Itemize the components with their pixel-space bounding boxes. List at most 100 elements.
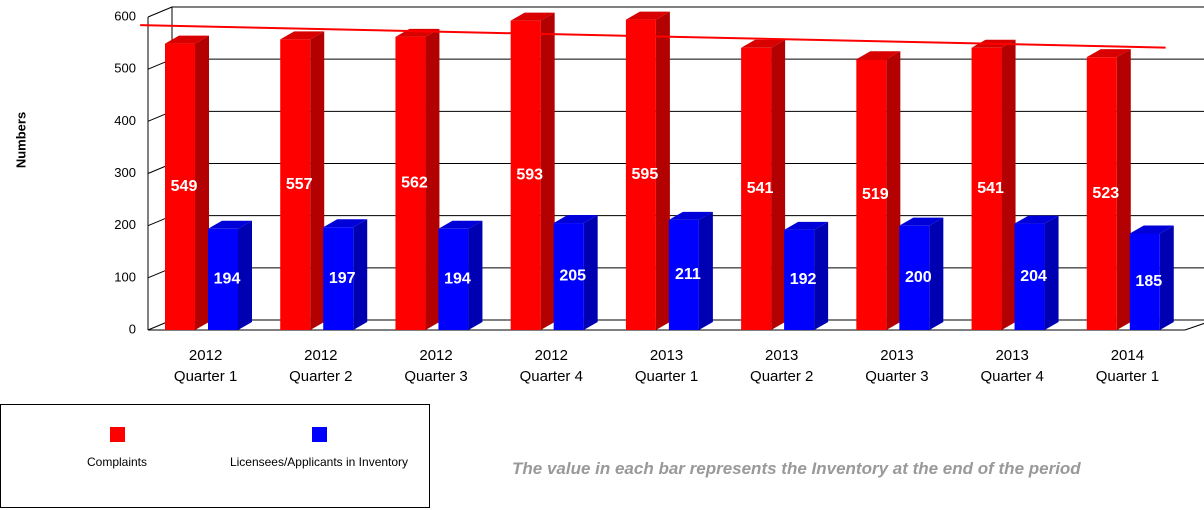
value-label: 192 [790,271,817,288]
bar-side [425,28,440,330]
bar [1014,223,1045,330]
value-label: 519 [862,186,889,203]
bar-side [1116,49,1131,330]
value-label: 211 [675,266,701,283]
value-label: 204 [1020,268,1047,285]
bar-side [1001,39,1016,331]
bar [856,59,887,330]
value-label: 185 [1135,273,1162,290]
y-tick-label: 100 [114,269,136,284]
bar [208,228,238,330]
bar-side [655,11,670,330]
value-label: 557 [286,176,313,193]
bar-side [698,211,713,330]
x-tick-label: 2013 Quarter 3 [865,347,928,385]
bar [784,229,815,330]
bar [625,19,656,330]
x-tick-label: 2012 Quarter 4 [520,347,583,385]
y-tick-label: 400 [114,113,136,128]
legend-swatch [109,427,125,442]
bar-side [929,217,944,330]
x-tick-label: 2012 Quarter 3 [404,347,467,385]
bar-top [438,220,483,229]
bar-top [625,11,670,20]
x-tick-label: 2014 Quarter 1 [1096,347,1159,385]
value-label: 194 [214,271,241,288]
value-label: 595 [632,166,659,183]
y-tick-label: 500 [114,61,136,76]
bar [438,228,469,330]
chart: Numbers 0 100 200 300 400 500 600 2012 Quarter 1… [13,6,1204,385]
bar [1086,57,1117,330]
bar-side [886,51,901,330]
floor-edge [1184,322,1204,331]
value-label: 593 [516,167,543,184]
bar-side [353,219,368,330]
bar-top [784,221,829,230]
legend-label: Licensees/Applicants in Inventory [229,455,409,469]
legend-swatch [311,427,327,442]
bar [971,47,1002,331]
bar-top [1129,225,1174,234]
bar-side [195,35,209,330]
value-label: 205 [559,268,586,285]
bar [668,219,699,330]
bar-top [899,217,944,226]
bar-top [280,31,325,40]
x-tick-label: 2012 Quarter 1 [174,347,237,385]
value-label: 200 [905,269,932,286]
bar-side [771,39,786,331]
value-label: 541 [747,180,774,197]
bar-top [323,219,368,228]
bar-side [1044,215,1059,330]
y-tick-label: 600 [114,8,136,23]
value-label: 549 [171,178,198,195]
legend-item: Licensees/Applicants in Inventory [209,427,429,471]
value-label: 523 [1092,185,1119,202]
bar-top [165,35,209,44]
x-tick-label: 2013 Quarter 4 [980,347,1043,385]
bar [323,227,354,330]
y-axis-title: Numbers [13,112,28,168]
legend-label: Complaints [86,455,148,469]
bar [553,223,584,330]
note: The value in each bar represents the Inv… [512,459,1081,478]
x-tick-label: 2013 Quarter 1 [635,347,698,385]
value-label: 197 [329,270,356,287]
bar-top [1014,215,1059,224]
bar [510,20,541,330]
value-label: 541 [977,180,1004,197]
bar-side [583,215,598,330]
legend-item: Complaints [7,427,227,471]
bar-side [238,220,252,330]
bar [395,36,426,330]
bar [1129,233,1160,330]
bar-side [468,220,483,330]
x-tick-label: 2013 Quarter 2 [750,347,813,385]
bar-top [668,211,713,220]
bar-top [856,51,901,60]
y-tick-label: 300 [114,165,136,180]
bar-side [540,12,555,330]
value-label: 194 [444,271,471,288]
bar-top [741,39,786,48]
bar-side [310,31,325,330]
bar [165,43,195,330]
bar-side [1159,225,1174,330]
bar-top [553,215,598,224]
bar [280,39,311,330]
legend: Complaints Licensees/Applicants in Invent… [0,404,430,508]
x-tick-label: 2012 Quarter 2 [289,347,352,385]
y-tick-label: 200 [114,217,136,232]
bar-top [510,12,555,21]
bar-side [814,221,829,330]
value-label: 562 [401,175,428,192]
y-tick-label: 0 [129,321,136,336]
bar-top [1086,49,1131,58]
bar [741,47,772,331]
grid-line [147,6,173,18]
bar-top [208,220,252,229]
bar [899,225,930,330]
trendline [140,24,1166,49]
